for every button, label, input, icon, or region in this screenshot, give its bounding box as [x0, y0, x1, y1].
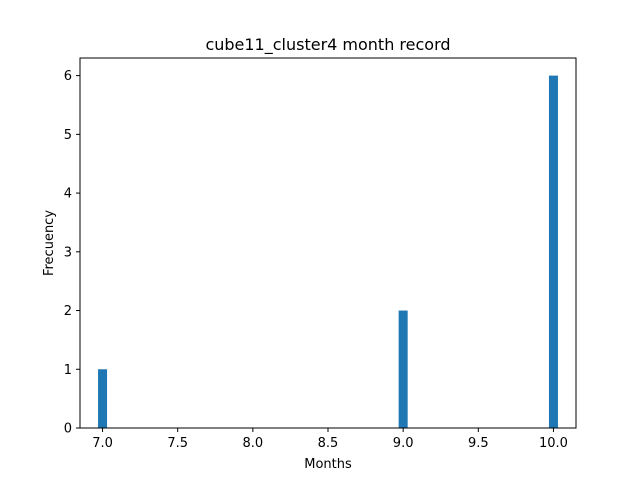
y-tick-label: 6 [64, 69, 72, 84]
bars-group [98, 75, 558, 428]
y-axis-ticks: 0 1 2 3 4 5 6 [64, 69, 80, 437]
chart-title: cube11_cluster4 month record [205, 35, 450, 55]
x-axis-label: Months [304, 457, 352, 472]
y-tick-label: 4 [64, 187, 72, 202]
y-tick-label: 0 [64, 422, 72, 437]
x-tick-label: 9.0 [393, 436, 414, 451]
bar-2 [548, 75, 558, 428]
plot-frame [79, 57, 577, 429]
y-tick-label: 5 [64, 128, 72, 143]
x-tick-label: 8.0 [243, 436, 264, 451]
x-axis-ticks: 7.0 7.5 8.0 8.5 9.0 9.5 10.0 [92, 428, 568, 451]
y-axis-label: Frecuency [42, 210, 57, 276]
x-tick-label: 9.5 [468, 436, 489, 451]
x-tick-label: 10.0 [539, 436, 568, 451]
bar-1 [398, 310, 408, 428]
x-tick-label: 8.5 [318, 436, 339, 451]
y-tick-label: 2 [64, 304, 72, 319]
y-tick-label: 3 [64, 245, 72, 260]
x-tick-label: 7.5 [167, 436, 188, 451]
x-tick-label: 7.0 [92, 436, 113, 451]
bar-0 [98, 369, 108, 428]
y-tick-label: 1 [64, 363, 72, 378]
